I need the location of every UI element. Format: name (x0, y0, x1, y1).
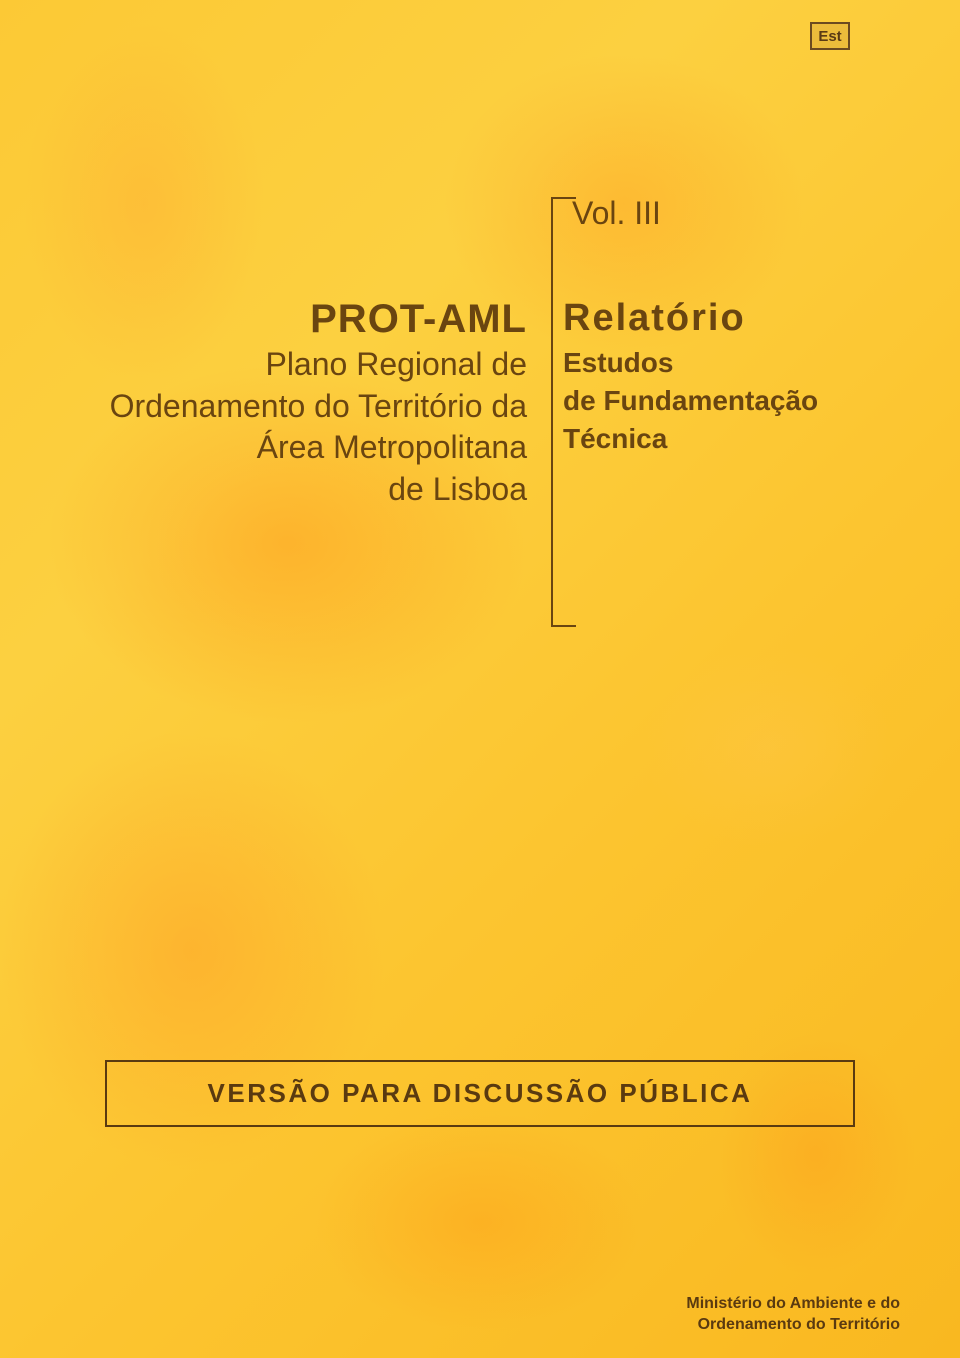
footer-line-2: Ordenamento do Território (686, 1315, 900, 1336)
title-columns: PROT-AML Plano Regional de Ordenamento d… (0, 297, 960, 510)
report-subtitle-1: Estudos (563, 344, 925, 382)
document-acronym: PROT-AML (0, 297, 527, 342)
right-column: Relatório Estudos de Fundamentação Técni… (545, 297, 925, 510)
footer: Ministério do Ambiente e do Ordenamento … (686, 1294, 900, 1336)
version-text: VERSÃO PARA DISCUSSÃO PÚBLICA (127, 1078, 833, 1109)
main-content: Vol. III PROT-AML Plano Regional de Orde… (0, 195, 960, 510)
left-column: PROT-AML Plano Regional de Ordenamento d… (0, 297, 545, 510)
logo-badge: Est (810, 22, 850, 50)
subtitle-line-4: de Lisboa (0, 469, 527, 511)
bracket-divider (551, 197, 576, 627)
logo-text: Est (818, 28, 841, 45)
subtitle-line-1: Plano Regional de (0, 344, 527, 386)
version-box: VERSÃO PARA DISCUSSÃO PÚBLICA (105, 1060, 855, 1127)
subtitle-line-3: Área Metropolitana (0, 427, 527, 469)
report-subtitle-3: Técnica (563, 420, 925, 458)
footer-line-1: Ministério do Ambiente e do (686, 1294, 900, 1315)
report-subtitle-2: de Fundamentação (563, 382, 925, 420)
volume-label: Vol. III (572, 195, 960, 232)
subtitle-line-2: Ordenamento do Território da (0, 386, 527, 428)
report-title: Relatório (563, 297, 925, 340)
